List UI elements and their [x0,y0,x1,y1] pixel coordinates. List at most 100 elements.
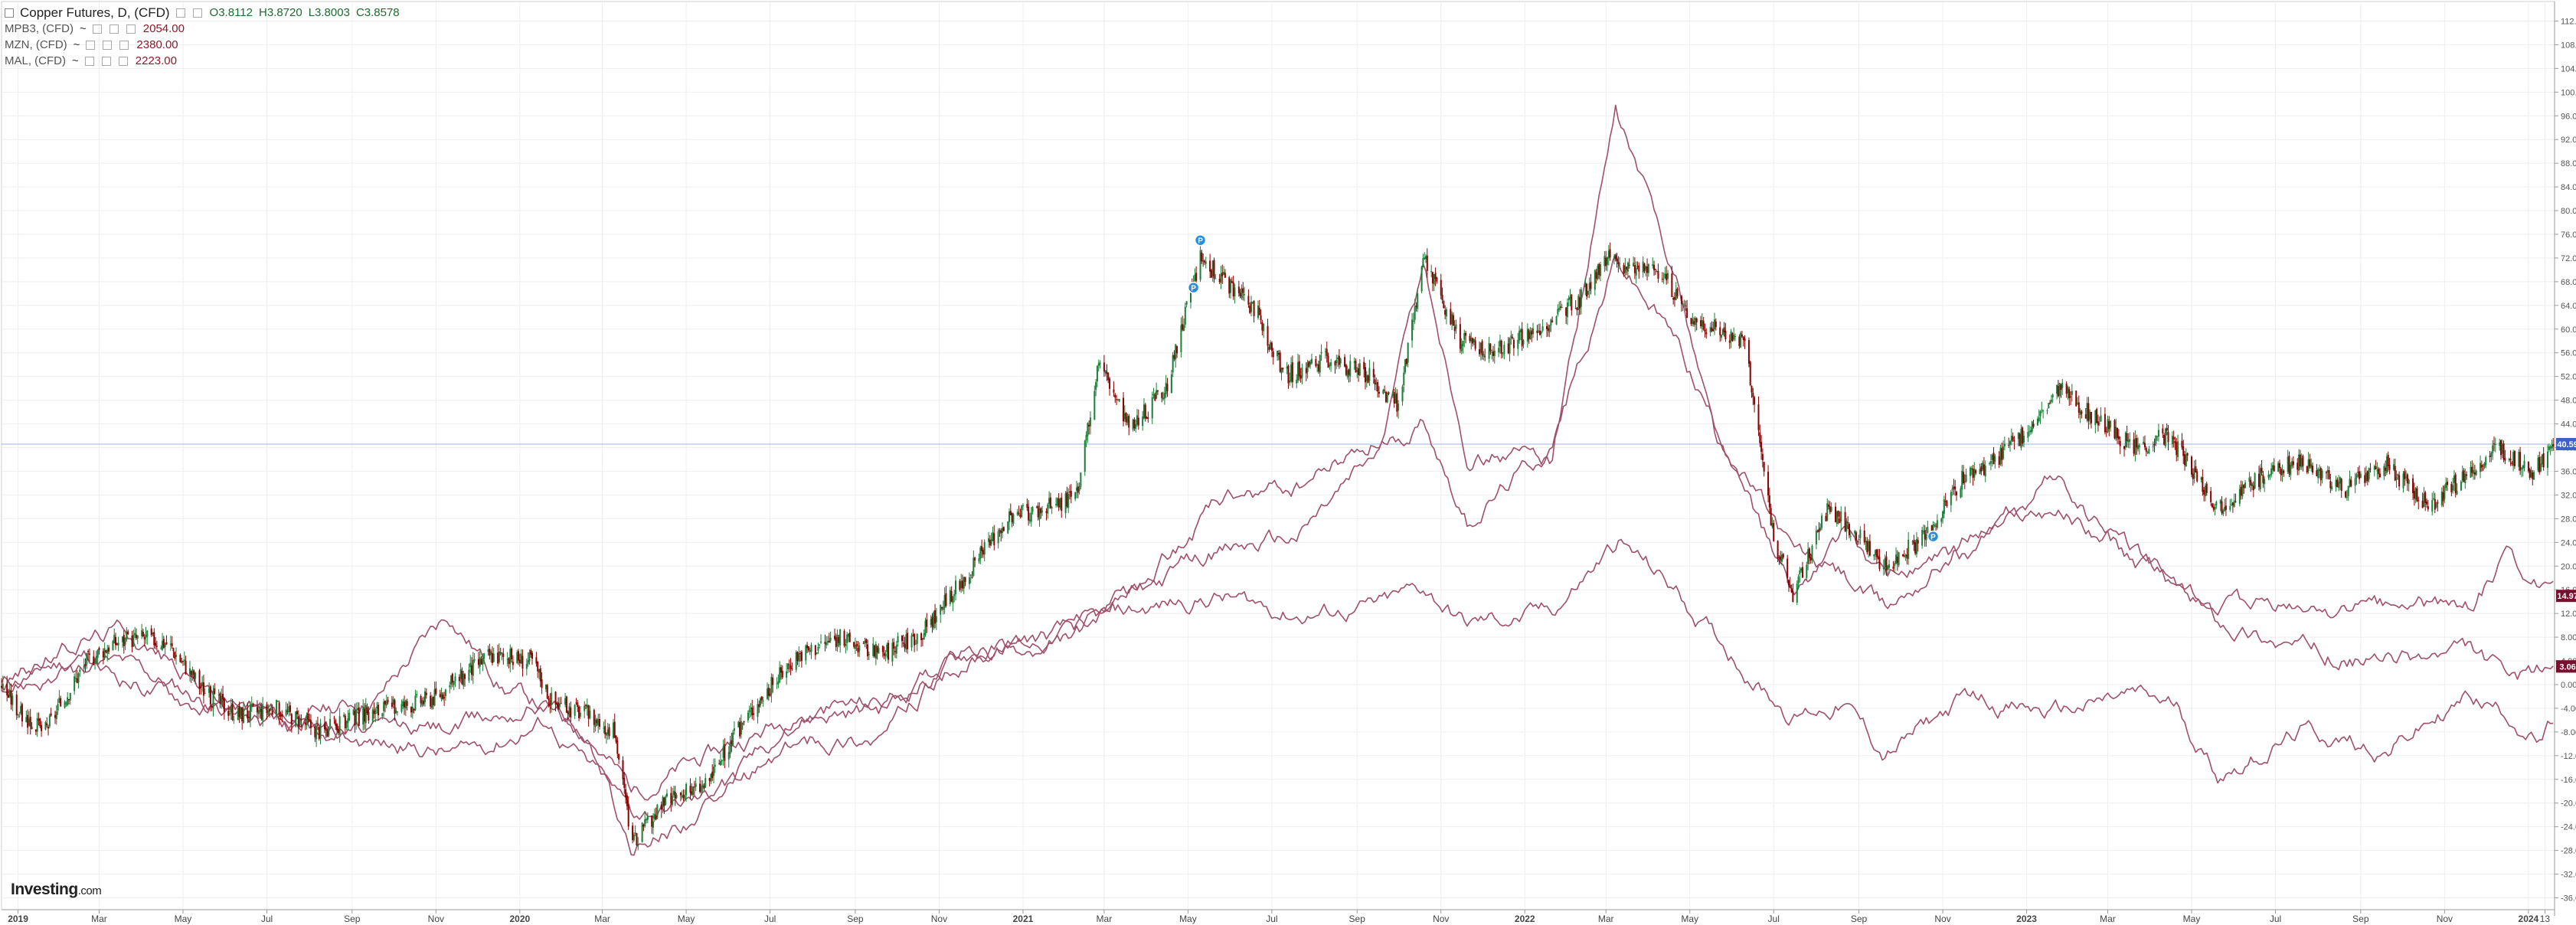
plot-frame [1,1,2555,910]
candle-body [2056,384,2058,394]
legend-main-symbol[interactable]: Copper Futures, D, (CFD) [20,5,170,20]
candle-body [190,670,192,676]
candle-body [1925,534,1927,541]
candle-body [145,635,147,638]
eye-icon[interactable] [86,40,96,50]
candle-body [1481,341,1483,355]
legend-overlay-symbol[interactable]: MZN, (CFD) [5,38,67,51]
candle-body [733,728,735,731]
candle-body [1913,540,1915,544]
settings-icon[interactable] [192,8,202,18]
candle-body [704,778,707,788]
x-tick-label: Nov [428,914,444,924]
close-icon[interactable] [126,24,136,34]
candle-body [920,633,923,640]
candle-body [1104,370,1107,374]
settings-icon[interactable] [109,24,119,34]
candle-body [1224,273,1226,278]
candle-body [779,667,781,682]
candle-body [371,709,374,722]
candle-body [615,735,617,742]
event-marker[interactable] [1194,234,1207,247]
candle-body [2529,469,2531,479]
candle-body [2124,432,2127,448]
close-icon[interactable] [118,56,128,66]
candle-body [2105,431,2107,433]
candle-body [2075,391,2077,407]
candle-body [1279,352,1281,372]
eye-icon[interactable] [84,56,94,66]
candle-body [326,730,329,737]
candle-body [641,822,643,842]
candle-body [1574,308,1577,309]
last-value-mzn: 14.97% [2557,592,2576,601]
y-tick-label: -8.00% [2561,728,2576,737]
candle-body [201,681,204,686]
candle-body [2280,469,2282,476]
candle-body [518,651,520,661]
candle-body [564,698,567,705]
candle-body [2261,467,2263,473]
candle-body [2302,456,2304,466]
candle-body [34,729,37,732]
candle-body [1339,358,1342,364]
candle-body [1884,557,1886,568]
candle-body [1002,527,1005,531]
candle-body [1653,264,1656,270]
candle-body [587,704,590,719]
candle-body [1839,518,1841,523]
candle-body [404,700,407,709]
legend-overlay-symbol[interactable]: MAL, (CFD) [5,54,66,67]
legend-overlay-symbol[interactable]: MPB3, (CFD) [5,22,74,35]
candle-body [1455,324,1457,329]
settings-icon[interactable] [101,56,111,66]
candle-body [1982,462,1984,470]
eye-icon[interactable] [92,24,102,34]
candle-body [2329,481,2332,489]
candle-body [567,711,569,714]
candle-body [1690,318,1692,325]
candle-body [31,726,33,730]
y-tick-label: 76.00% [2561,230,2576,240]
candle-body [1877,555,1879,559]
candle-body [2060,384,2062,391]
markers[interactable]: P P P [1187,234,1940,543]
candle-body [2349,479,2351,488]
candle-body [155,642,157,646]
candle-body [58,698,60,703]
candle-body [185,661,187,675]
candle-body [1154,394,1156,401]
candle-body [363,708,365,722]
settings-icon[interactable] [103,40,113,50]
y-axis[interactable]: 112.00% 108.00% 104.00% 100.00% 96.00% 92.00%… [2554,2,2576,916]
candle-body [518,659,521,663]
candle-body [2480,462,2482,472]
legend-overlay-mal: MAL, (CFD) ~ 2223.00 [5,54,177,67]
event-marker[interactable] [1927,530,1940,543]
candle-body [2373,466,2375,470]
candle-body [343,714,345,717]
eye-icon[interactable] [175,8,185,18]
candle-body [1914,542,1917,554]
candle-body [1230,279,1232,293]
close-icon[interactable] [119,40,129,50]
event-marker[interactable] [1187,281,1200,294]
candle-body [1529,332,1532,339]
candle-body [1607,250,1610,259]
x-tick-label: Jul [764,914,776,924]
candle-body [1,685,2,688]
x-tick-label: Jul [2270,914,2281,924]
candle-body [2299,454,2301,467]
candle-body [1355,361,1357,373]
candle-body [231,704,234,721]
overlay-line-mpb3 [1,538,2554,801]
collapse-icon[interactable] [5,8,14,18]
candle-body [1646,266,1649,273]
candle-body [1509,338,1511,354]
candle-body [1972,469,1974,478]
candle-body [1664,273,1666,279]
candle-body [2375,466,2377,470]
candle-body [1330,362,1332,366]
candle-body [1550,319,1552,325]
